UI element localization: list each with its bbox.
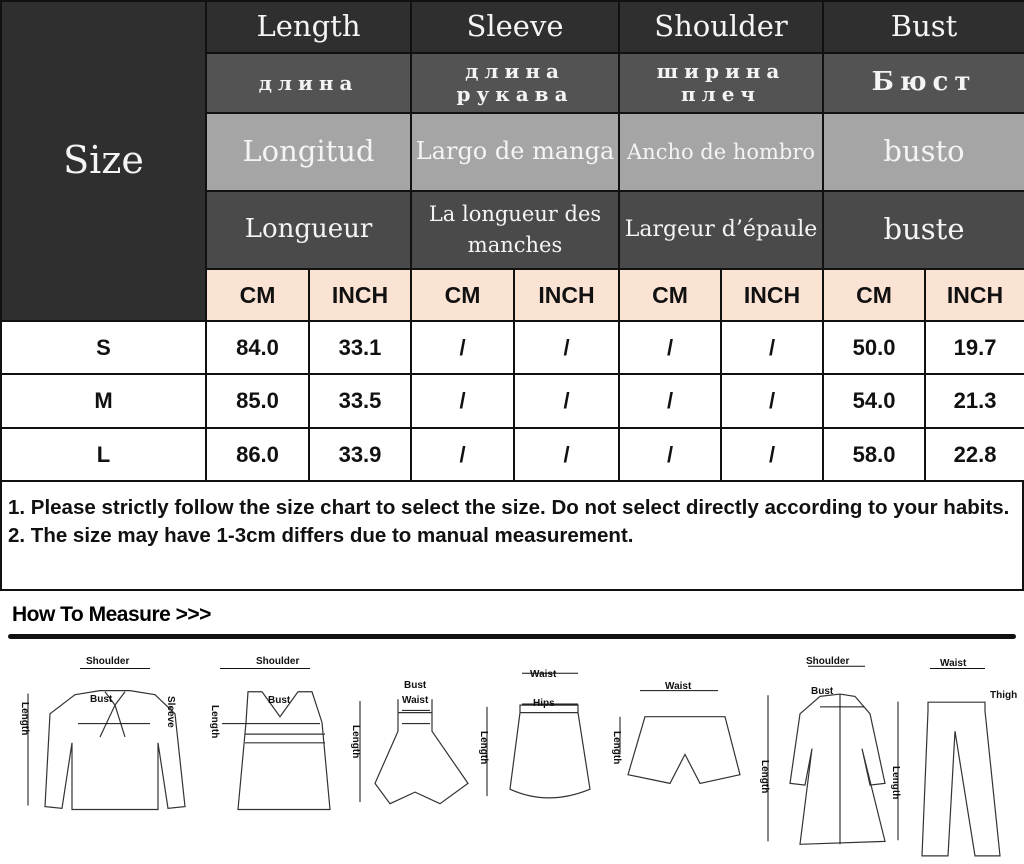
bust-fr: buste <box>822 190 1024 270</box>
length-fr: Longueur <box>205 190 412 270</box>
value-cell: / <box>410 320 515 375</box>
unit-header: INCH <box>720 268 825 322</box>
bust-es: busto <box>822 112 1024 192</box>
label-length: Length <box>350 725 361 758</box>
size-cell: M <box>0 373 207 429</box>
dress-illustration <box>375 699 468 803</box>
size-cell: L <box>0 427 207 482</box>
tank-top-illustration <box>238 692 330 810</box>
label-length: Length <box>759 760 770 793</box>
bust-header: Bust <box>822 0 1024 54</box>
value-cell: 50.0 <box>822 320 927 375</box>
note: 2. The size may have 1-3cm differs due t… <box>8 524 634 547</box>
size-cell: S <box>0 320 207 375</box>
label-hips: Hips <box>533 698 555 709</box>
notes: 1. Please strictly follow the size chart… <box>0 480 1024 591</box>
coat-illustration <box>790 694 885 844</box>
blouse-illustration <box>45 691 185 810</box>
sleeve-fr: La longueur des manches <box>409 190 621 270</box>
value-cell: 21.3 <box>924 373 1024 429</box>
value-cell: / <box>618 320 723 375</box>
size-header: Size <box>0 0 207 322</box>
value-cell: / <box>618 427 723 482</box>
label-length: Length <box>209 705 220 738</box>
label-bust: Bust <box>90 694 113 705</box>
shorts-illustration <box>628 717 740 784</box>
label-bust: Bust <box>811 686 834 697</box>
label-length: Length <box>478 731 489 764</box>
value-cell: 58.0 <box>822 427 927 482</box>
how-to-measure-title: How To Measure >>> <box>12 603 211 626</box>
bust-ru: Бюст <box>822 52 1024 114</box>
value-cell: 33.1 <box>308 320 412 375</box>
shoulder-fr: Largeur d’épaule <box>618 190 825 270</box>
unit-header: INCH <box>308 268 412 322</box>
value-cell: 54.0 <box>822 373 927 429</box>
label-shoulder: Shoulder <box>86 656 129 667</box>
skirt-illustration <box>510 705 590 798</box>
note: 1. Please strictly follow the size chart… <box>8 496 1010 519</box>
measure-lines <box>28 666 985 841</box>
length-ru: длина <box>205 52 412 114</box>
value-cell: 33.5 <box>308 373 412 429</box>
measurement-illustrations: Shoulder Bust Sleeve Length Shoulder Bus… <box>19 656 1017 862</box>
label-waist: Waist <box>402 695 429 706</box>
sleeve-ru: длина рукава <box>409 52 621 114</box>
value-cell: / <box>618 373 723 429</box>
label-shoulder: Shoulder <box>806 656 849 667</box>
shoulder-header: Shoulder <box>618 0 825 54</box>
value-cell: / <box>410 373 515 429</box>
value-cell: 19.7 <box>924 320 1024 375</box>
length-es: Longitud <box>205 112 412 192</box>
unit-header: INCH <box>924 268 1024 322</box>
size-chart-table: Size Length Sleeve Shoulder Bust длина д… <box>0 0 1024 482</box>
unit-header: CM <box>822 268 927 322</box>
value-cell: / <box>512 427 621 482</box>
value-cell: 22.8 <box>924 427 1024 482</box>
shoulder-es: Ancho de hombro <box>618 112 825 192</box>
value-cell: 84.0 <box>205 320 310 375</box>
sleeve-header: Sleeve <box>409 0 621 54</box>
value-cell: / <box>720 427 825 482</box>
label-bust: Bust <box>268 695 291 706</box>
unit-header: INCH <box>512 268 621 322</box>
label-sleeve: Sleeve <box>165 696 176 728</box>
label-length: Length <box>19 702 30 735</box>
value-cell: / <box>512 373 621 429</box>
label-bust: Bust <box>404 680 427 691</box>
value-cell: / <box>512 320 621 375</box>
table-row: S 84.0 33.1// //50.0 19.7 <box>0 320 1024 375</box>
label-waist: Waist <box>665 681 692 692</box>
value-cell: / <box>410 427 515 482</box>
divider <box>8 634 1016 639</box>
value-cell: / <box>720 320 825 375</box>
value-cell: / <box>720 373 825 429</box>
value-cell: 86.0 <box>205 427 310 482</box>
unit-header: CM <box>618 268 723 322</box>
value-cell: 33.9 <box>308 427 412 482</box>
label-length: Length <box>890 766 901 799</box>
label-length: Length <box>611 731 622 764</box>
label-shoulder: Shoulder <box>256 656 299 667</box>
sleeve-es: Largo de manga <box>409 112 621 192</box>
label-thigh: Thigh <box>990 690 1017 701</box>
value-cell: 85.0 <box>205 373 310 429</box>
pants-illustration <box>922 702 1000 856</box>
shoulder-ru: ширина плеч <box>618 52 825 114</box>
unit-header: CM <box>205 268 310 322</box>
table-row: M 85.0 33.5// //54.0 21.3 <box>0 373 1024 429</box>
label-waist: Waist <box>530 669 557 680</box>
table-row: L 86.0 33.9// //58.0 22.8 <box>0 427 1024 482</box>
unit-header: CM <box>410 268 515 322</box>
label-waist: Waist <box>940 658 967 669</box>
length-header: Length <box>205 0 412 54</box>
